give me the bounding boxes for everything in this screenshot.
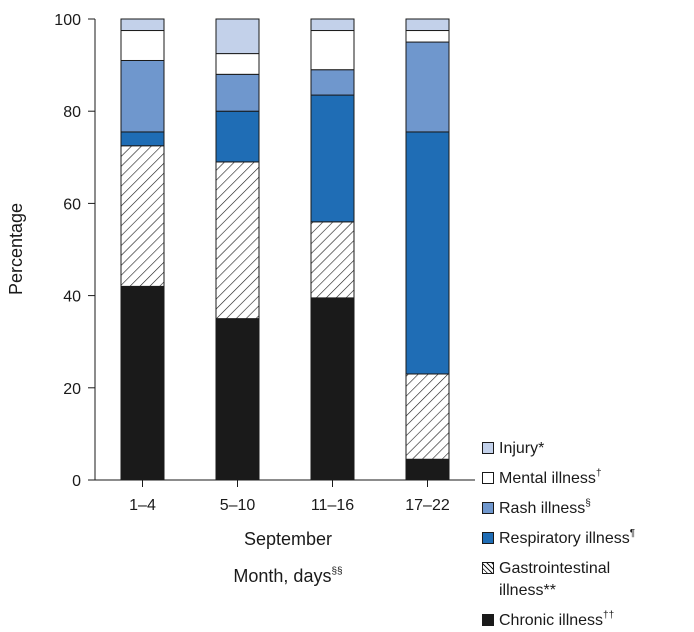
bar-segment-mental-4 bbox=[405, 30, 450, 43]
bars-layer bbox=[120, 18, 450, 481]
y-axis-title: Percentage bbox=[6, 203, 26, 295]
bar-segment-gastrointestinal-3 bbox=[310, 221, 355, 299]
legend-swatch bbox=[482, 562, 494, 574]
x-tick-label: 5–10 bbox=[220, 497, 256, 514]
y-tick-label: 60 bbox=[63, 196, 81, 213]
y-tick-label: 40 bbox=[63, 289, 81, 306]
bar-segment-gastrointestinal-4 bbox=[405, 373, 450, 460]
legend-swatch bbox=[482, 472, 494, 484]
x-tick-label: 1–4 bbox=[129, 497, 156, 514]
legend-item: Chronic illness†† bbox=[482, 610, 614, 632]
bar-segment-injury-2 bbox=[215, 18, 260, 55]
legend-swatch bbox=[482, 502, 494, 514]
x-tick-label: 17–22 bbox=[405, 497, 450, 514]
bar-segment-chronic-4 bbox=[405, 458, 450, 481]
bar-segment-respiratory-3 bbox=[310, 94, 355, 223]
bar-segment-rash-2 bbox=[215, 73, 260, 112]
legend-label: Chronic illness†† bbox=[499, 609, 615, 629]
bar-segment-injury-1 bbox=[120, 18, 165, 32]
bar-segment-chronic-2 bbox=[215, 318, 260, 481]
chart: 1–4 5–10 11–16 17–22 0 20 40 60 80 100 Percentage… bbox=[6, 12, 475, 586]
legend-label: Gastrointestinal illness** bbox=[499, 560, 611, 599]
bar-segment-mental-1 bbox=[120, 30, 165, 61]
bar-segment-rash-3 bbox=[310, 69, 355, 96]
legend-swatch bbox=[482, 532, 494, 544]
y-tick-label: 80 bbox=[63, 104, 81, 121]
bar-segment-mental-3 bbox=[310, 30, 355, 71]
bar-segment-respiratory-2 bbox=[215, 110, 260, 163]
y-tick-label: 20 bbox=[63, 381, 81, 398]
legend-swatch bbox=[482, 614, 494, 626]
y-tick-label: 0 bbox=[72, 473, 81, 490]
legend-item: Injury* bbox=[482, 438, 544, 460]
legend-label: Mental illness† bbox=[499, 467, 602, 487]
bar-segment-injury-3 bbox=[310, 18, 355, 32]
legend-label: Rash illness§ bbox=[499, 497, 591, 517]
legend-label: Respiratory illness¶ bbox=[499, 527, 636, 547]
axes-layer: 1–4 5–10 11–16 17–22 0 20 40 60 80 100 bbox=[54, 12, 475, 514]
x-tick-label: 11–16 bbox=[311, 497, 354, 514]
bar-segment-chronic-1 bbox=[120, 285, 165, 481]
x-axis-subtitle-text: Month, days bbox=[233, 566, 331, 586]
bar-segment-respiratory-1 bbox=[120, 131, 165, 147]
legend-item: Rash illness§ bbox=[482, 498, 591, 520]
bar-segment-chronic-3 bbox=[310, 297, 355, 481]
x-axis-subtitle-sup: §§ bbox=[331, 566, 342, 577]
x-axis-subtitle: Month, days§§ bbox=[233, 566, 342, 586]
bar-segment-mental-2 bbox=[215, 53, 260, 75]
legend-item: Mental illness† bbox=[482, 468, 602, 490]
legend-swatch bbox=[482, 442, 494, 454]
legend-item: Respiratory illness¶ bbox=[482, 528, 635, 550]
legend-item: Gastrointestinal illness** bbox=[482, 558, 610, 602]
bar-segment-injury-4 bbox=[405, 18, 450, 32]
legend-label: Injury* bbox=[499, 440, 545, 457]
x-axis-title: September bbox=[244, 529, 332, 549]
bar-segment-rash-4 bbox=[405, 41, 450, 133]
y-tick-label: 100 bbox=[54, 12, 81, 29]
bar-segment-respiratory-4 bbox=[405, 131, 450, 375]
bar-segment-gastrointestinal-2 bbox=[215, 161, 260, 320]
bar-segment-rash-1 bbox=[120, 59, 165, 133]
bar-segment-gastrointestinal-1 bbox=[120, 145, 165, 287]
